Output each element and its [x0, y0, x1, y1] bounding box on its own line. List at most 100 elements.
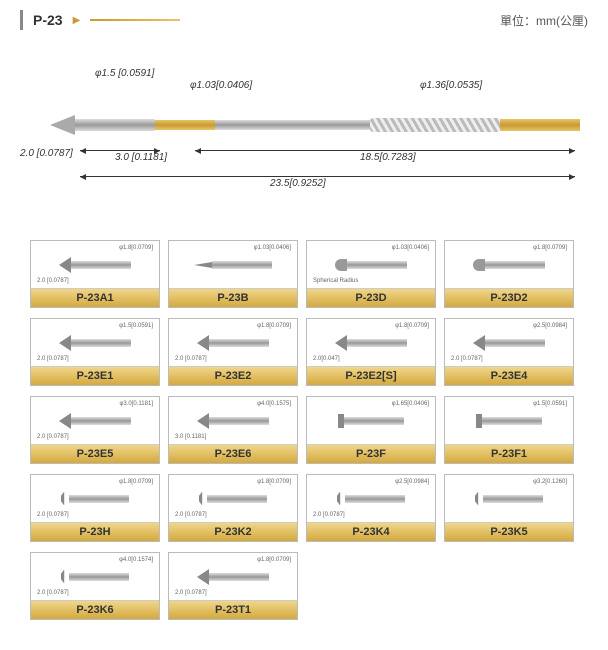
probe-shaft4 — [500, 119, 580, 131]
probe-body — [50, 115, 580, 135]
tip-icon — [335, 259, 347, 271]
thumb-dim1: φ3.2[0.1260] — [533, 479, 567, 485]
dim-l4: 23.5[0.9252] — [270, 178, 326, 189]
variant-label: P-23E6 — [169, 445, 297, 463]
variant-thumbnail: φ4.0[0.1574] 2.0 [0.0787] — [31, 553, 159, 601]
variant-label: P-23K2 — [169, 523, 297, 541]
thumb-dim2: Spherical Radius — [313, 278, 358, 284]
variant-thumbnail: φ3.2[0.1260] — [445, 475, 573, 523]
shaft-icon — [209, 339, 269, 347]
grid-row: φ1.8[0.0709] 2.0 [0.0787] P-23H φ1.8[0.0… — [30, 474, 578, 542]
dim-d3: φ1.36[0.0535] — [420, 80, 482, 91]
variant-label: P-23T1 — [169, 601, 297, 619]
thumb-dim1: φ1.8[0.0709] — [257, 323, 291, 329]
variant-label: P-23E2 — [169, 367, 297, 385]
thumb-dim2: 3.0 [0.1181] — [175, 434, 206, 440]
thumb-dim1: φ2.5[0.0984] — [533, 323, 567, 329]
thumb-dim2: 2.0 [0.0787] — [175, 356, 207, 362]
tip-icon — [59, 335, 71, 351]
variant-card[interactable]: φ1.65[0.0406] P-23F — [306, 396, 436, 464]
variant-thumbnail: φ1.8[0.0709] 2.0 [0.0787] — [169, 319, 297, 367]
variant-card[interactable]: φ3.0[0.1181] 2.0 [0.0787] P-23E5 — [30, 396, 160, 464]
thumb-dim1: φ4.0[0.1574] — [119, 557, 153, 563]
header-bar-icon — [20, 10, 23, 30]
shaft-icon — [345, 495, 405, 503]
variant-label: P-23K5 — [445, 523, 573, 541]
variant-card[interactable]: φ2.5[0.0984] 2.0 [0.0787] P-23E4 — [444, 318, 574, 386]
thumb-dim2: 2.0 [0.0787] — [175, 512, 207, 518]
probe-tip — [50, 115, 75, 135]
tip-icon — [61, 570, 69, 584]
tip-icon — [59, 413, 71, 429]
variant-card[interactable]: φ4.0[0.1574] 2.0 [0.0787] P-23K6 — [30, 552, 160, 620]
dim-l1: 2.0 [0.0787] — [20, 148, 73, 159]
variant-card[interactable]: φ1.03[0.0406] Spherical Radius P-23D — [306, 240, 436, 308]
variant-card[interactable]: φ3.2[0.1260] P-23K5 — [444, 474, 574, 542]
shaft-icon — [344, 417, 404, 425]
shaft-icon — [71, 339, 131, 347]
tip-icon — [199, 492, 207, 506]
thumb-dim1: φ1.65[0.0406] — [392, 401, 429, 407]
dim-line-l2 — [80, 150, 160, 151]
thumb-dim1: φ4.0[0.1575] — [257, 401, 291, 407]
probe-spring — [370, 118, 500, 132]
tip-icon — [197, 335, 209, 351]
thumb-dim2: 2.0 [0.0787] — [37, 434, 69, 440]
divider-line — [90, 19, 180, 21]
variant-thumbnail: φ1.8[0.0709] 2.0[0.047] — [307, 319, 435, 367]
variant-card[interactable]: φ1.5[0.0591] 2.0 [0.0787] P-23E1 — [30, 318, 160, 386]
thumb-dim1: φ1.8[0.0709] — [119, 245, 153, 251]
variant-label: P-23F — [307, 445, 435, 463]
variant-label: P-23E1 — [31, 367, 159, 385]
variant-thumbnail: φ1.03[0.0406] — [169, 241, 297, 289]
thumb-dim1: φ1.03[0.0406] — [254, 245, 291, 251]
thumb-dim2: 2.0 [0.0787] — [37, 512, 69, 518]
variant-card[interactable]: φ1.5[0.0591] P-23F1 — [444, 396, 574, 464]
variant-card[interactable]: φ1.8[0.0709] P-23D2 — [444, 240, 574, 308]
thumb-dim1: φ1.5[0.0591] — [533, 401, 567, 407]
tip-icon — [475, 492, 483, 506]
thumb-dim1: φ1.8[0.0709] — [257, 479, 291, 485]
variant-thumbnail: φ1.8[0.0709] — [445, 241, 573, 289]
tip-icon — [61, 492, 69, 506]
shaft-icon — [483, 495, 543, 503]
tip-icon — [194, 262, 212, 268]
variant-card[interactable]: φ1.8[0.0709] 2.0[0.047] P-23E2[S] — [306, 318, 436, 386]
variant-card[interactable]: φ1.8[0.0709] 2.0 [0.0787] P-23A1 — [30, 240, 160, 308]
tip-icon — [197, 569, 209, 585]
variant-thumbnail: φ1.03[0.0406] Spherical Radius — [307, 241, 435, 289]
grid-row: φ3.0[0.1181] 2.0 [0.0787] P-23E5 φ4.0[0.… — [30, 396, 578, 464]
variant-card[interactable]: φ1.8[0.0709] 2.0 [0.0787] P-23K2 — [168, 474, 298, 542]
variant-label: P-23K6 — [31, 601, 159, 619]
variant-card[interactable]: φ1.03[0.0406] P-23B — [168, 240, 298, 308]
variant-card[interactable]: φ1.8[0.0709] 2.0 [0.0787] P-23T1 — [168, 552, 298, 620]
shaft-icon — [212, 261, 272, 269]
variant-thumbnail: φ1.8[0.0709] 2.0 [0.0787] — [169, 553, 297, 601]
variant-card[interactable]: φ1.8[0.0709] 2.0 [0.0787] P-23E2 — [168, 318, 298, 386]
tip-icon — [337, 492, 345, 506]
header-left: P-23 ▶ — [20, 10, 180, 30]
shaft-icon — [347, 339, 407, 347]
thumb-dim1: φ1.5[0.0591] — [119, 323, 153, 329]
shaft-icon — [209, 417, 269, 425]
grid-row: φ1.5[0.0591] 2.0 [0.0787] P-23E1 φ1.8[0.… — [30, 318, 578, 386]
variant-label: P-23B — [169, 289, 297, 307]
variant-label: P-23D2 — [445, 289, 573, 307]
variant-thumbnail: φ3.0[0.1181] 2.0 [0.0787] — [31, 397, 159, 445]
shaft-icon — [482, 417, 542, 425]
variant-card[interactable]: φ4.0[0.1575] 3.0 [0.1181] P-23E6 — [168, 396, 298, 464]
dim-l3: 18.5[0.7283] — [360, 152, 416, 163]
thumb-dim1: φ1.03[0.0406] — [392, 245, 429, 251]
tip-icon — [473, 259, 485, 271]
variant-label: P-23D — [307, 289, 435, 307]
variant-label: P-23E2[S] — [307, 367, 435, 385]
dim-d2: φ1.03[0.0406] — [190, 80, 252, 91]
variant-card[interactable]: φ2.5[0.0984] 2.0 [0.0787] P-23K4 — [306, 474, 436, 542]
variant-card[interactable]: φ1.8[0.0709] 2.0 [0.0787] P-23H — [30, 474, 160, 542]
variant-grid: φ1.8[0.0709] 2.0 [0.0787] P-23A1 φ1.03[0… — [0, 240, 608, 650]
dim-d1: φ1.5 [0.0591] — [95, 68, 154, 79]
shaft-icon — [207, 495, 267, 503]
dim-line-l4 — [80, 176, 575, 177]
variant-thumbnail: φ1.8[0.0709] 2.0 [0.0787] — [169, 475, 297, 523]
thumb-dim1: φ1.8[0.0709] — [119, 479, 153, 485]
